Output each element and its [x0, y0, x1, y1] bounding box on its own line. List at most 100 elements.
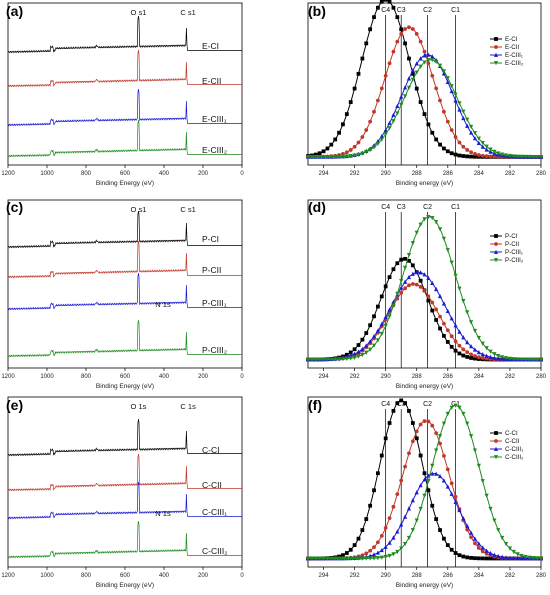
data-point [387, 516, 392, 521]
x-tick-label: 280 [536, 171, 547, 177]
data-point [449, 344, 454, 349]
data-point [309, 357, 314, 362]
data-point [426, 488, 431, 493]
data-point [414, 230, 419, 235]
data-point [372, 545, 376, 550]
data-point [356, 343, 361, 347]
reference-label: C2 [423, 7, 432, 14]
data-point [379, 331, 384, 337]
data-point [410, 498, 415, 503]
data-point [515, 154, 520, 159]
data-point [376, 540, 380, 545]
data-point [465, 117, 470, 122]
data-point [430, 423, 435, 428]
data-point [461, 154, 466, 158]
data-point [399, 257, 404, 262]
data-point [321, 149, 326, 154]
data-point [496, 553, 501, 559]
fit-curve [308, 404, 540, 559]
data-point [418, 506, 423, 512]
data-point [391, 408, 396, 413]
data-point [329, 154, 334, 160]
data-point [519, 357, 524, 362]
data-point [395, 529, 400, 534]
data-point [434, 286, 439, 292]
data-point [472, 347, 478, 352]
data-point [418, 270, 423, 275]
data-point [519, 154, 524, 159]
data-point [414, 518, 419, 523]
data-point [494, 431, 498, 435]
data-point [414, 86, 419, 91]
data-point [527, 555, 532, 560]
data-point [426, 52, 431, 57]
data-point [527, 357, 532, 362]
legend-label: C-CIII₁ [505, 446, 523, 453]
x-tick-label: 286 [443, 573, 454, 579]
legend-label: C-CI [505, 430, 518, 437]
data-point [453, 135, 458, 139]
data-point [434, 137, 439, 142]
data-point [441, 69, 447, 74]
data-point [395, 492, 400, 497]
data-point [422, 60, 427, 65]
x-tick-label: 286 [443, 374, 454, 380]
x-tick-label: 288 [412, 573, 423, 579]
data-point [313, 154, 318, 160]
data-point [449, 316, 454, 321]
data-point [465, 310, 470, 315]
data-point [465, 523, 470, 528]
data-point [500, 535, 505, 541]
data-point [434, 431, 439, 436]
data-point [453, 339, 458, 344]
data-point [480, 479, 485, 484]
data-point [519, 556, 524, 561]
data-point [418, 222, 423, 227]
data-point [352, 556, 357, 561]
data-point [480, 556, 485, 561]
data-point [410, 421, 415, 425]
data-point [535, 556, 540, 561]
data-point [503, 541, 509, 547]
data-point [453, 403, 458, 408]
data-point [422, 49, 427, 54]
data-point [387, 275, 392, 280]
x-tick-label: 200 [198, 573, 209, 579]
data-point [352, 351, 357, 356]
peak-label: O 1s [131, 402, 147, 411]
x-tick-label: 200 [198, 171, 209, 177]
data-point [387, 0, 392, 4]
reference-label: C4 [381, 204, 390, 211]
data-point [391, 119, 396, 124]
x-tick-label: 1000 [40, 374, 54, 380]
data-point [445, 76, 450, 81]
data-point [500, 152, 505, 157]
data-point [445, 248, 450, 253]
data-point [492, 154, 497, 159]
data-point [395, 111, 400, 116]
survey-spectrum [7, 15, 242, 54]
data-point [469, 352, 473, 357]
data-point [473, 356, 477, 361]
data-point [391, 5, 396, 10]
data-point [476, 463, 481, 469]
x-tick-label: 800 [81, 573, 92, 579]
data-point [391, 535, 396, 540]
data-point [418, 56, 423, 61]
peak-label: C s1 [180, 205, 195, 214]
data-point [376, 471, 380, 476]
data-point [476, 350, 481, 355]
data-point [476, 335, 481, 341]
x-tick-label: 600 [120, 573, 131, 579]
data-point [414, 70, 419, 75]
data-point [387, 553, 392, 559]
data-point [465, 555, 470, 560]
data-point [371, 145, 377, 150]
data-point [399, 27, 404, 32]
data-point [476, 136, 481, 141]
data-point [449, 491, 454, 496]
data-point [372, 314, 376, 319]
legend-label: P-CIII₂ [505, 257, 524, 264]
panel-b: 294 292 290 288 286 284 282 280 Binding energy (… [305, 0, 547, 187]
data-point [379, 133, 384, 139]
